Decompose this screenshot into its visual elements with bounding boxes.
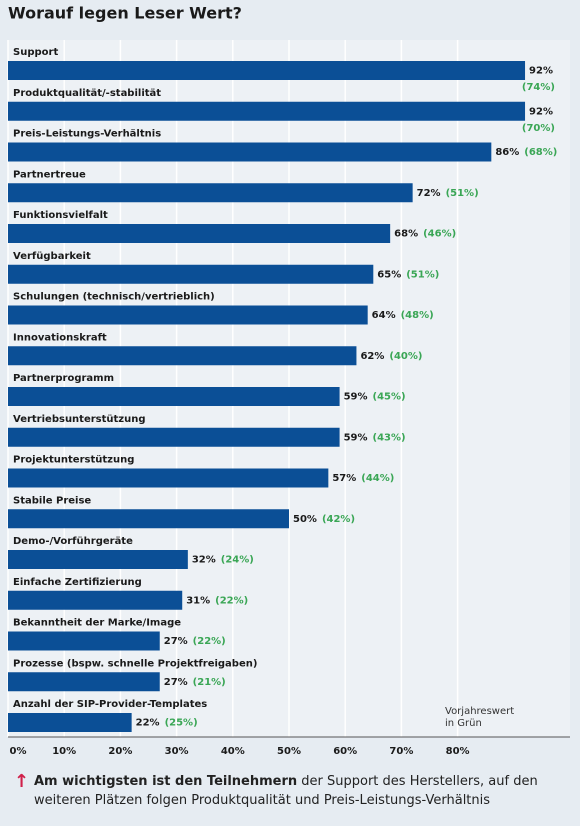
category-label: Projektunterstützung: [13, 455, 134, 466]
previous-year-label: (74%): [522, 82, 555, 93]
bar: [8, 427, 340, 447]
value-label: 50%: [293, 514, 317, 525]
previous-year-label: (46%): [423, 229, 456, 240]
category-label: Funktionsvielfalt: [13, 210, 108, 221]
bar: [8, 468, 329, 488]
previous-year-label: (44%): [361, 473, 394, 484]
value-label: 27%: [164, 677, 188, 688]
category-label: Preis-Leistungs-Verhältnis: [13, 129, 161, 140]
x-tick-label: 0%: [10, 746, 27, 757]
category-label: Bekanntheit der Marke/Image: [13, 618, 181, 629]
category-label: Einfache Zertifizierung: [13, 577, 142, 588]
arrow-icon: ↑: [14, 771, 30, 792]
bar: [8, 61, 526, 80]
previous-year-label: (51%): [446, 188, 479, 199]
previous-year-label: (21%): [193, 677, 226, 688]
bar: [8, 142, 492, 162]
chart: Worauf legen Leser Wert? 0% 10% 20% 30% 40% 5…: [7, 3, 570, 757]
footer-text: Am wichtigsten ist den Teilnehmern der S…: [34, 772, 564, 810]
value-label: 72%: [417, 188, 441, 199]
x-tick-label: 10%: [52, 746, 76, 757]
category-label: Schulungen (technisch/vertrieblich): [13, 292, 215, 303]
chart-title: Worauf legen Leser Wert?: [8, 4, 242, 23]
category-label: Prozesse (bspw. schnelle Projektfreigabe…: [13, 658, 257, 669]
previous-year-label: (51%): [406, 269, 439, 280]
category-label: Anzahl der SIP-Provider-Templates: [13, 699, 207, 710]
x-tick-label: 40%: [221, 746, 245, 757]
category-label: Demo-/Vorführgeräte: [13, 536, 133, 547]
bar: [8, 224, 391, 243]
x-tick-label: 30%: [165, 746, 189, 757]
value-label: 59%: [344, 432, 368, 443]
category-label: Verfügbarkeit: [13, 251, 91, 262]
previous-year-label: (25%): [165, 718, 198, 729]
previous-year-label: (45%): [373, 392, 406, 403]
bar: [8, 183, 413, 203]
x-tick-label: 50%: [277, 746, 301, 757]
footer-rest: der Support des Herstellers, auf den wei…: [34, 774, 538, 808]
category-label: Vertriebsunterstützung: [13, 414, 146, 425]
bar: [8, 346, 357, 366]
category-label: Stabile Preise: [13, 495, 91, 506]
previous-year-label: (22%): [215, 595, 248, 606]
annotation: Vorjahreswert: [445, 706, 514, 717]
previous-year-label: (24%): [221, 555, 254, 566]
value-label: 68%: [394, 229, 418, 240]
category-label: Support: [13, 47, 58, 58]
bar: [8, 590, 183, 610]
value-label: 62%: [360, 351, 384, 362]
bar: [8, 631, 160, 651]
x-tick-label: 80%: [446, 746, 470, 757]
category-label: Partnerprogramm: [13, 373, 114, 384]
value-label: 86%: [495, 147, 519, 158]
bar: [8, 387, 340, 406]
footer-bold: Am wichtigsten ist den Teilnehmern: [34, 774, 298, 789]
bar: [8, 672, 160, 692]
bar: [8, 713, 132, 732]
value-label: 92%: [529, 106, 553, 117]
footer: ↑ Am wichtigsten ist den Teilnehmern der…: [14, 772, 564, 810]
previous-year-label: (48%): [401, 310, 434, 321]
previous-year-label: (70%): [522, 123, 555, 134]
x-tick-label: 60%: [333, 746, 357, 757]
value-label: 65%: [377, 269, 401, 280]
bar: [8, 264, 374, 284]
previous-year-label: (42%): [322, 514, 355, 525]
previous-year-label: (68%): [524, 147, 557, 158]
value-label: 57%: [332, 473, 356, 484]
value-label: 32%: [192, 555, 216, 566]
previous-year-label: (40%): [389, 351, 422, 362]
annotation: in Grün: [445, 718, 482, 729]
value-label: 59%: [344, 392, 368, 403]
x-tick-label: 20%: [108, 746, 132, 757]
bar: [8, 509, 289, 529]
bar: [8, 305, 368, 325]
previous-year-label: (43%): [373, 432, 406, 443]
value-label: 64%: [372, 310, 396, 321]
x-tick-label: 70%: [389, 746, 413, 757]
previous-year-label: (22%): [193, 636, 226, 647]
value-label: 92%: [529, 66, 553, 77]
bar: [8, 550, 188, 569]
value-label: 27%: [164, 636, 188, 647]
value-label: 22%: [136, 718, 160, 729]
category-label: Partnertreue: [13, 169, 86, 180]
value-label: 31%: [186, 595, 210, 606]
bar: [8, 101, 526, 121]
category-label: Innovationskraft: [13, 332, 107, 343]
category-label: Produktqualität/-stabilität: [13, 88, 161, 99]
